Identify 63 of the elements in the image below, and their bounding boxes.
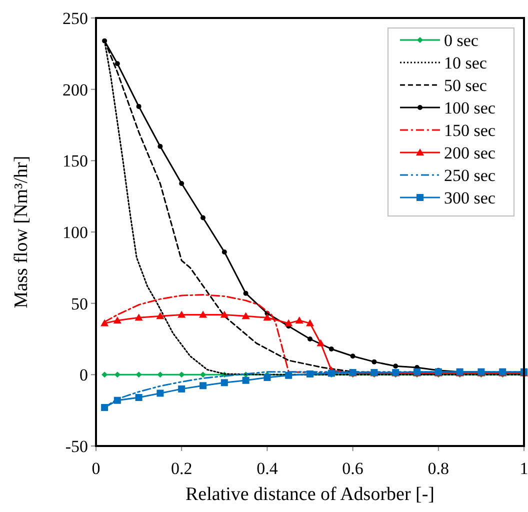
legend-label: 50 sec <box>444 76 488 95</box>
point <box>200 215 206 220</box>
legend-label: 200 sec <box>444 143 496 162</box>
point <box>393 364 398 369</box>
point <box>284 319 293 326</box>
point <box>136 104 142 109</box>
point <box>178 385 186 392</box>
y-axis-title: Mass flow [Nm³/hr] <box>11 156 32 308</box>
legend-label: 150 sec <box>444 120 496 140</box>
y-tick-label: 50 <box>71 294 88 314</box>
point <box>101 404 108 411</box>
point <box>242 312 250 320</box>
point <box>200 382 206 390</box>
y-tick-label: 200 <box>62 80 88 100</box>
point <box>114 61 120 66</box>
point <box>306 319 314 326</box>
point <box>100 319 109 326</box>
point <box>156 390 164 397</box>
point <box>295 316 304 324</box>
y-tick-label: 150 <box>62 152 88 171</box>
x-axis-title: Relative distance of Adsorber [-] <box>185 484 435 505</box>
legend-label: 250 sec <box>444 166 496 185</box>
point <box>135 394 142 401</box>
point <box>114 396 121 404</box>
point <box>178 310 186 318</box>
x-tick-label: 1 <box>520 459 528 478</box>
point <box>134 314 143 321</box>
legend-label: 10 sec <box>444 53 488 72</box>
legend-label: 0 sec <box>444 30 479 50</box>
legend-label: 300 sec <box>444 188 496 208</box>
point <box>136 372 142 378</box>
point <box>158 144 163 149</box>
point <box>200 372 206 378</box>
y-tick-label: 250 <box>62 8 88 28</box>
point <box>156 312 164 320</box>
point <box>263 314 272 321</box>
x-tick-label: 0.4 <box>256 459 278 478</box>
point <box>372 359 377 364</box>
point <box>264 374 271 382</box>
x-tick-label: 0.6 <box>342 459 364 478</box>
point <box>102 38 108 44</box>
legend-label: 100 sec <box>444 98 496 118</box>
point <box>114 372 120 378</box>
point <box>220 379 228 386</box>
point <box>243 290 248 296</box>
y-tick-label: -50 <box>65 436 88 456</box>
x-tick-label: 0 <box>92 459 100 478</box>
x-tick-label: 0.2 <box>170 459 192 478</box>
point <box>222 249 227 254</box>
point <box>242 376 250 384</box>
point <box>178 372 185 378</box>
point <box>113 316 122 324</box>
point <box>179 180 184 186</box>
point <box>308 336 312 342</box>
point <box>350 354 356 359</box>
y-tick-label: 100 <box>62 222 88 242</box>
y-tick-label: 0 <box>80 366 88 385</box>
point <box>328 346 334 352</box>
point <box>220 310 228 318</box>
point <box>316 339 325 346</box>
point <box>199 310 207 318</box>
point <box>157 372 164 378</box>
x-tick-label: 0.8 <box>428 459 450 478</box>
